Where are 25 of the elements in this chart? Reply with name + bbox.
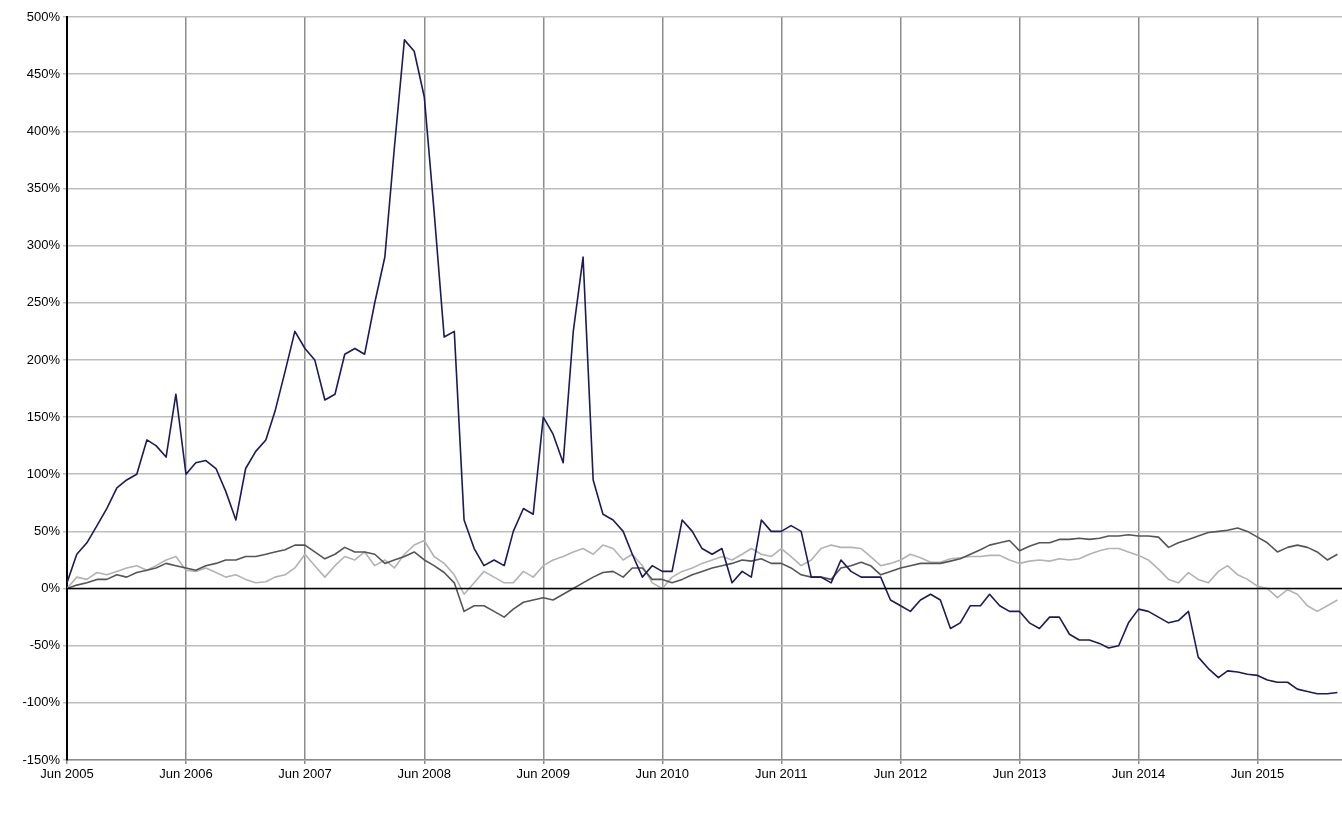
x-tick-label: Jun 2014 [1111,766,1166,782]
y-tick-label: 50% [33,522,61,538]
x-tick-label: Jun 2010 [635,766,690,782]
x-tick-label: Jun 2005 [40,766,94,782]
x-tick-label: Jun 2007 [278,766,332,782]
y-tick-label: -150% [22,751,61,767]
y-tick-label: 350% [26,180,61,196]
y-tick-label: 450% [26,65,61,81]
x-tick-label: Jun 2008 [397,766,452,782]
y-tick-label: 400% [26,122,61,138]
x-tick-label: Jun 2009 [516,766,571,782]
x-tick-label: Jun 2015 [1230,766,1285,782]
x-tick-label: Jun 2011 [755,766,808,782]
y-tick-label: 100% [26,465,61,481]
x-tick-label: Jun 2013 [992,766,1047,782]
y-tick-label: -100% [22,694,61,710]
y-tick-label: 250% [26,294,61,310]
y-tick-label: 150% [26,408,61,424]
y-tick-label: -50% [29,637,61,653]
y-tick-label: 200% [26,351,61,367]
x-tick-label: Jun 2012 [873,766,928,782]
y-tick-label: 300% [26,237,61,253]
y-tick-label: 500% [26,8,61,24]
x-tick-label: Jun 2006 [159,766,213,782]
y-tick-label: 0% [41,580,61,596]
